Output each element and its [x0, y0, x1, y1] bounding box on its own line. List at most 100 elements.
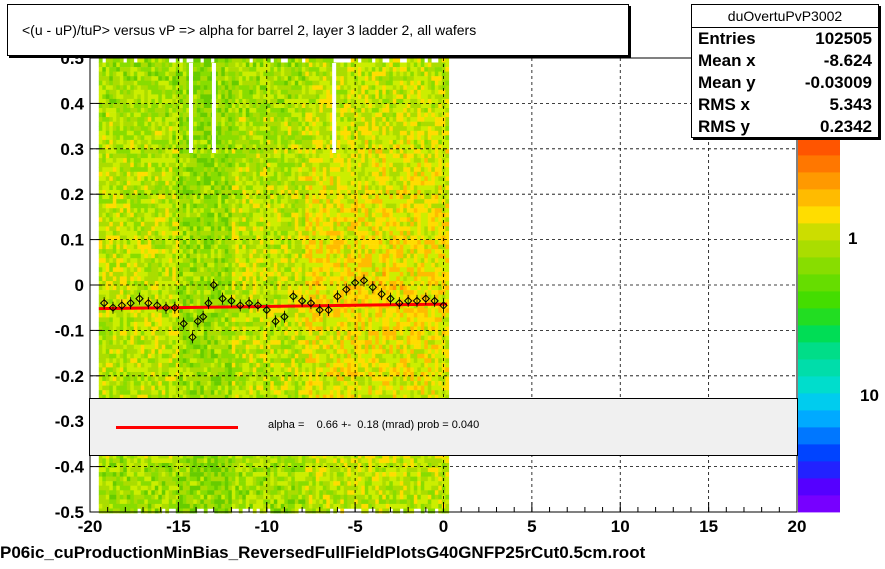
heatmap-cell	[126, 212, 131, 218]
heatmap-cell	[151, 71, 156, 77]
heatmap-cell	[235, 126, 240, 132]
heatmap-cell	[179, 267, 184, 273]
heatmap-cell	[172, 190, 177, 195]
heatmap-cell	[189, 258, 194, 264]
heatmap-cell	[133, 235, 138, 241]
heatmap-cell	[175, 453, 180, 459]
heatmap-cell	[133, 108, 138, 113]
heatmap-cell	[133, 362, 138, 368]
heatmap-cell	[203, 285, 208, 291]
heatmap-cell	[224, 80, 229, 86]
heatmap-cell	[130, 85, 135, 91]
heatmap-cell	[196, 281, 201, 286]
heatmap-cell	[224, 126, 229, 132]
heatmap-cell	[200, 249, 205, 254]
heatmap-cell	[203, 135, 208, 141]
heatmap-cell	[112, 58, 117, 63]
heatmap-cell	[168, 267, 173, 273]
heatmap-cell	[189, 167, 194, 173]
heatmap-cell	[182, 331, 187, 336]
heatmap-cell	[193, 117, 198, 122]
heatmap-cell	[256, 499, 261, 505]
heatmap-cell	[252, 476, 257, 482]
heatmap-cell	[214, 394, 219, 400]
heatmap-cell	[161, 472, 166, 477]
heatmap-cell	[158, 308, 163, 314]
heatmap-cell	[144, 349, 149, 355]
heatmap-cell	[242, 80, 247, 86]
heatmap-cell	[207, 80, 212, 86]
heatmap-cell	[196, 262, 201, 268]
heatmap-cell	[200, 267, 205, 273]
heatmap-cell	[203, 139, 208, 145]
heatmap-cell	[126, 171, 131, 177]
heatmap-cell	[249, 308, 254, 314]
heatmap-cell	[228, 94, 233, 100]
heatmap-cell	[112, 67, 117, 72]
heatmap-cell	[186, 262, 191, 268]
heatmap-cell	[116, 294, 121, 300]
heatmap-cell	[119, 199, 124, 204]
heatmap-cell	[221, 340, 226, 345]
heatmap-cell	[140, 103, 145, 109]
heatmap-cell	[147, 367, 152, 373]
heatmap-cell	[252, 67, 257, 72]
heatmap-cell	[196, 240, 201, 245]
heatmap-cell	[186, 221, 191, 227]
heatmap-cell	[259, 94, 264, 100]
heatmap-cell	[235, 162, 240, 168]
heatmap-cell	[203, 185, 208, 191]
heatmap-cell	[224, 85, 229, 91]
heatmap-cell	[263, 385, 268, 391]
heatmap-cell	[98, 344, 103, 350]
heatmap-cell	[102, 121, 107, 127]
heatmap-cell	[126, 335, 131, 341]
heatmap-cell	[203, 458, 208, 464]
heatmap-cell	[203, 98, 208, 104]
heatmap-cell	[130, 367, 135, 373]
heatmap-cell	[158, 394, 163, 400]
heatmap-cell	[249, 76, 254, 82]
heatmap-cell	[144, 367, 149, 373]
heatmap-cell	[266, 249, 271, 254]
heatmap-cell	[123, 267, 128, 273]
heatmap-cell	[186, 230, 191, 236]
heatmap-cell	[102, 344, 107, 350]
heatmap-cell	[203, 176, 208, 182]
heatmap-cell	[238, 281, 243, 286]
heatmap-cell	[266, 458, 271, 464]
heatmap-cell	[140, 308, 145, 314]
heatmap-cell	[102, 390, 107, 396]
heatmap-cell	[245, 271, 250, 277]
heatmap-cell	[126, 453, 131, 459]
heatmap-cell	[266, 385, 271, 391]
heatmap-cell	[270, 458, 275, 464]
heatmap-cell	[151, 390, 156, 396]
heatmap-cell	[270, 85, 275, 91]
heatmap-cell	[102, 290, 107, 295]
heatmap-cell	[161, 267, 166, 273]
heatmap-cell	[231, 158, 236, 163]
heatmap-cell	[214, 503, 219, 509]
heatmap-cell	[259, 349, 264, 355]
heatmap-cell	[193, 344, 198, 350]
heatmap-cell	[133, 253, 138, 259]
heatmap-cell	[242, 76, 247, 82]
heatmap-cell	[263, 67, 268, 72]
heatmap-cell	[252, 390, 257, 396]
heatmap-cell	[196, 376, 201, 382]
heatmap-cell	[193, 285, 198, 291]
heatmap-cell	[214, 103, 219, 109]
heatmap-cell	[242, 108, 247, 113]
heatmap-cell	[154, 508, 159, 514]
heatmap-cell	[238, 67, 243, 72]
heatmap-cell	[217, 331, 222, 336]
heatmap-cell	[210, 390, 215, 396]
heatmap-cell	[193, 221, 198, 227]
heatmap-cell	[235, 171, 240, 177]
heatmap-cell	[168, 472, 173, 477]
heatmap-cell	[196, 458, 201, 464]
heatmap-cell	[214, 476, 219, 482]
heatmap-cell	[245, 349, 250, 355]
heatmap-cell	[109, 176, 114, 182]
